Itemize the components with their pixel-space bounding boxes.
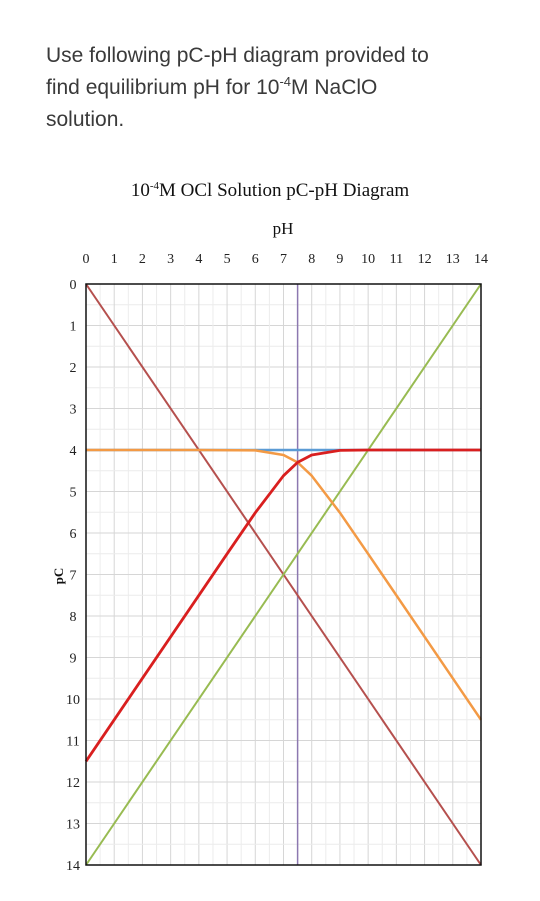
- chart-title-exponent: -4: [150, 180, 160, 192]
- y-tick-label: 14: [66, 859, 80, 874]
- x-tick-label: 5: [224, 252, 231, 267]
- x-tick-label: 6: [252, 252, 259, 267]
- question-line-2-end: M NaClO: [291, 76, 378, 99]
- plot-frame: [85, 283, 482, 866]
- question-exponent: -4: [279, 74, 292, 89]
- chart-title-suffix: M OCl Solution pC-pH Diagram: [159, 180, 409, 201]
- y-tick-label: 0: [70, 278, 77, 293]
- series-line-4: [84, 448, 481, 763]
- x-tick-label: 7: [280, 252, 287, 267]
- y-tick-label: 13: [66, 818, 80, 833]
- y-tick-label: 7: [70, 569, 77, 584]
- y-tick-label: 9: [70, 652, 77, 667]
- y-tick-label: 4: [70, 444, 77, 459]
- y-tick-label: 11: [66, 735, 79, 750]
- x-tick-label: 10: [361, 252, 375, 267]
- x-tick-label: 13: [446, 252, 460, 267]
- x-tick-label: 4: [195, 252, 202, 267]
- y-tick-label: 3: [70, 403, 77, 418]
- y-tick-label: 5: [70, 486, 77, 501]
- y-tick-label: 10: [66, 693, 80, 708]
- x-axis-label: pH: [273, 219, 294, 238]
- y-axis-label: pC: [51, 568, 66, 585]
- x-tick-label: 11: [390, 252, 403, 267]
- question-line-1: Use following pC-pH diagram provided to: [46, 44, 429, 67]
- chart-grid: [85, 283, 482, 866]
- chart-title-prefix: 10: [131, 180, 150, 201]
- chart-series: [84, 283, 483, 866]
- x-tick-label: 1: [111, 252, 118, 267]
- x-tick-label: 3: [167, 252, 174, 267]
- question-line-3: solution.: [46, 108, 125, 131]
- x-tick-label: 12: [418, 252, 432, 267]
- series-line-1: [85, 283, 482, 866]
- x-tick-label: 0: [83, 252, 90, 267]
- y-tick-label: 1: [70, 320, 77, 335]
- chart-title: 10-4M OCl Solution pC-pH Diagram: [131, 180, 410, 201]
- x-tick-label: 9: [336, 252, 343, 267]
- x-tick-label: 2: [139, 252, 146, 267]
- question-line-2-start: find equilibrium pH for 10: [46, 76, 280, 99]
- x-tick-label: 8: [308, 252, 315, 267]
- y-tick-label: 8: [70, 610, 77, 625]
- question-text: Use following pC-pH diagram provided to …: [46, 40, 516, 136]
- x-tick-label: 14: [474, 252, 488, 267]
- y-tick-label: 2: [70, 361, 77, 376]
- series-line-3: [86, 448, 483, 721]
- y-tick-label: 6: [70, 527, 77, 542]
- pc-ph-chart: 10-4M OCl Solution pC-pH Diagram pH pC 0…: [51, 180, 488, 874]
- y-tick-label: 12: [66, 776, 80, 791]
